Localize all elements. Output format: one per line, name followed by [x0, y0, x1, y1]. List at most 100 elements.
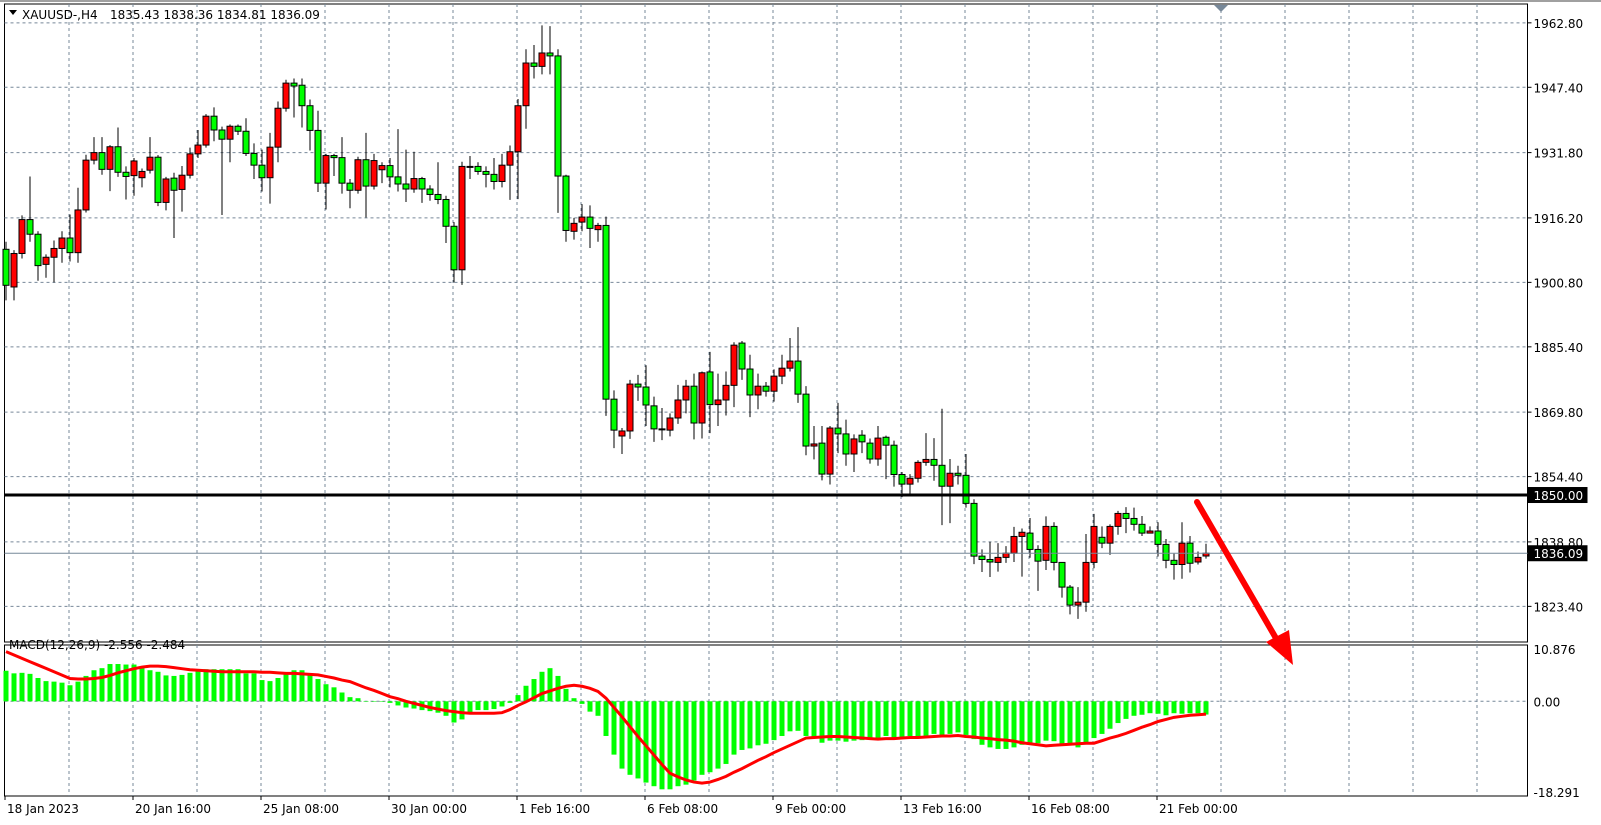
macd-bar — [139, 666, 145, 702]
macd-bar — [563, 688, 569, 702]
macd-bar — [675, 701, 681, 787]
candle-body-bull — [778, 367, 786, 377]
macd-bar — [691, 701, 697, 781]
candle — [914, 460, 922, 483]
candle — [890, 440, 898, 487]
candle — [514, 99, 522, 200]
macd-bar — [35, 678, 41, 702]
candle — [122, 166, 130, 200]
candle — [1082, 533, 1090, 612]
macd-bar — [883, 701, 889, 736]
candle-body-bull — [42, 256, 50, 265]
candle — [26, 176, 34, 242]
candle — [1074, 587, 1082, 619]
candle — [538, 25, 546, 75]
macd-bar — [1195, 701, 1201, 714]
macd-bar — [171, 675, 177, 702]
candle-body-bull — [578, 216, 586, 223]
macd-bar — [443, 701, 449, 716]
macd-bar — [467, 701, 473, 713]
candle — [738, 340, 746, 380]
macd-bar — [619, 701, 625, 769]
candle-body-bull — [178, 174, 186, 190]
candle — [434, 162, 442, 205]
macd-bar — [411, 701, 417, 709]
candle — [450, 222, 458, 283]
arrow-shaft[interactable] — [1194, 499, 1280, 643]
x-tick-label: 16 Feb 08:00 — [1031, 802, 1110, 816]
candle-body-bear — [834, 427, 842, 435]
candle-body-bear — [842, 433, 850, 455]
candle-body-bear — [978, 555, 986, 560]
macd-bar — [875, 701, 881, 739]
macd-bar — [51, 681, 57, 702]
macd-bar — [827, 701, 833, 741]
macd-bar — [259, 680, 265, 702]
candle — [258, 149, 266, 192]
candle — [1058, 561, 1066, 598]
candle-body-bull — [458, 165, 466, 271]
candle-body-bear — [442, 198, 450, 227]
macd-bar — [955, 701, 961, 733]
overlay: 1850.00 1836.09 — [4, 487, 1588, 665]
candle-body-bull — [1074, 601, 1082, 606]
macd-bar — [731, 701, 737, 755]
candle-body-bull — [1082, 561, 1090, 603]
candle-body-bear — [634, 383, 642, 388]
macd-bar — [123, 664, 129, 702]
macd-bar — [1107, 701, 1113, 729]
window-top-edge — [0, 0, 1601, 2]
candle — [1178, 522, 1186, 579]
candle — [698, 371, 706, 439]
candle — [1170, 553, 1178, 580]
candle-body-bear — [298, 84, 306, 107]
candle — [602, 216, 610, 416]
candle — [298, 78, 306, 128]
macd-bar — [779, 701, 785, 736]
x-tick-label: 21 Feb 00:00 — [1159, 802, 1238, 816]
macd-bar — [739, 701, 745, 750]
candle-body-bull — [698, 372, 706, 424]
candle — [378, 162, 386, 184]
candle-body-bear — [234, 125, 242, 132]
candle-body-bull — [146, 156, 154, 171]
candle-body-bull — [626, 383, 634, 432]
candle-body-bear — [362, 159, 370, 187]
y-tick-label: 1931.80 — [1534, 147, 1584, 161]
macd-bar — [859, 701, 865, 741]
candle — [170, 172, 178, 238]
down-arrow-icon[interactable] — [1266, 630, 1293, 665]
macd-bar — [163, 675, 169, 702]
candle-body-bear — [330, 155, 338, 159]
candle-body-bull — [1114, 512, 1122, 527]
candle-body-bull — [106, 146, 114, 170]
macd-bar — [195, 669, 201, 702]
candle — [354, 156, 362, 194]
candle — [314, 110, 322, 192]
candle — [682, 379, 690, 414]
x-tick-label: 30 Jan 00:00 — [391, 802, 467, 816]
macd-bar — [243, 673, 249, 702]
candle — [938, 408, 946, 526]
candle-body-bull — [810, 443, 818, 447]
chart-shift-marker-icon[interactable] — [1214, 5, 1228, 12]
y-tick-label: 1900.80 — [1534, 276, 1584, 290]
candle-body-bull — [946, 472, 954, 487]
candle — [138, 168, 146, 188]
macd-y-tick-label: 0.00 — [1534, 695, 1561, 709]
candle — [1114, 510, 1122, 535]
macd-bar — [667, 701, 673, 790]
macd-bar — [915, 701, 921, 737]
candle — [522, 49, 530, 129]
candle-body-bull — [914, 461, 922, 479]
macd-y-tick-label: -18.291 — [1534, 786, 1580, 800]
candle-body-bull — [1010, 535, 1018, 554]
macd-bar — [371, 701, 377, 702]
collapse-triangle-icon[interactable] — [9, 10, 17, 15]
candle — [1042, 516, 1050, 570]
macd-bar — [491, 701, 497, 710]
candle — [546, 26, 554, 75]
candle — [618, 428, 626, 454]
macd-bar — [947, 701, 953, 734]
